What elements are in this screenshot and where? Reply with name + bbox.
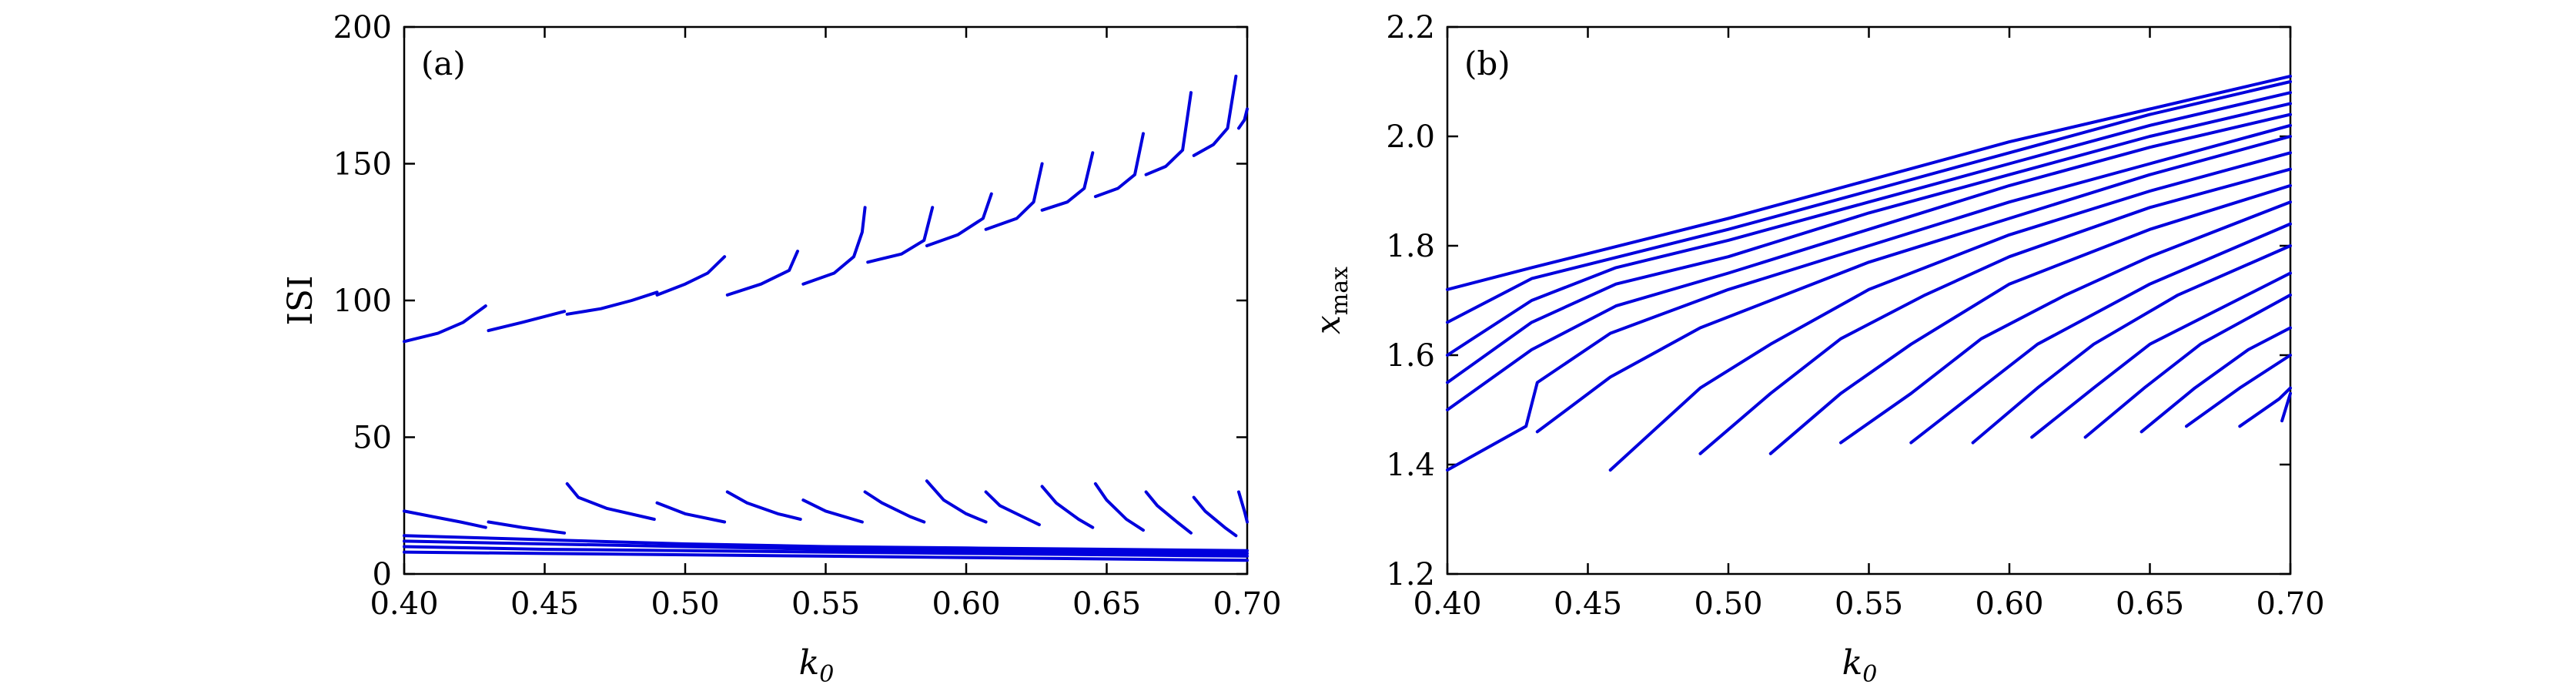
series-9-branch-1 xyxy=(1698,167,2292,455)
panel-b: 0.40 0.45 0.50 0.55 0.60 0.65 0.70 1.2 1.4 1.6 1.8… xyxy=(1309,10,2325,688)
series-12-branch-1 xyxy=(1909,222,2292,445)
y-tick-label: 1.8 xyxy=(1386,229,1435,264)
series-17-branch-1 xyxy=(2185,354,2292,428)
x-tick-label: 0.40 xyxy=(370,586,438,622)
series-1-branch-2 xyxy=(487,310,567,333)
series-3-branch-1 xyxy=(403,534,1249,552)
series-4-branch-1 xyxy=(1446,102,2292,384)
series-2-branch-5 xyxy=(725,490,802,521)
panel-label: (a) xyxy=(421,45,466,82)
series-1-branch-4 xyxy=(655,255,727,297)
series-2-branch-13 xyxy=(1192,495,1238,538)
series-13-branch-1 xyxy=(1971,244,2292,445)
series-4-branch-1 xyxy=(403,539,1249,555)
series-19-branch-1 xyxy=(2280,391,2292,423)
series-1-branch-1 xyxy=(403,304,487,344)
x-tick-label: 0.55 xyxy=(791,586,860,622)
x-tick-label: 0.65 xyxy=(2116,586,2184,622)
y-axis-label: ISI xyxy=(281,276,320,326)
y-tick-label: 50 xyxy=(353,421,392,456)
y-tick-label: 100 xyxy=(333,284,392,319)
series-1-branch-14 xyxy=(1237,107,1249,130)
series-2-branch-6 xyxy=(801,498,864,524)
series-2-branch-9 xyxy=(984,490,1041,527)
y-tick-label: 1.2 xyxy=(1386,557,1435,592)
series-1-branch-10 xyxy=(1040,151,1095,212)
series-2-branch-3 xyxy=(565,482,656,521)
x-tick-label: 0.70 xyxy=(1213,586,1281,622)
x-tick-label: 0.55 xyxy=(1835,586,1903,622)
y-tick-label: 2.2 xyxy=(1386,10,1435,45)
series-1-branch-6 xyxy=(801,206,867,286)
series-10-branch-1 xyxy=(1768,183,2292,455)
series-1-branch-5 xyxy=(725,250,799,297)
x-axis-label: k0 xyxy=(799,643,835,688)
series-1-branch-12 xyxy=(1144,91,1193,176)
series-1-branch-3 xyxy=(565,290,659,316)
series-2-branch-7 xyxy=(863,490,926,524)
x-tick-label: 0.45 xyxy=(1554,586,1622,622)
series-5-branch-1 xyxy=(1446,112,2292,411)
series-5-branch-1 xyxy=(403,545,1249,558)
y-tick-label: 2.0 xyxy=(1386,119,1435,155)
series-1-branch-9 xyxy=(984,162,1044,231)
y-tick-label: 1.6 xyxy=(1386,338,1435,374)
series-2-branch-14 xyxy=(1237,490,1249,524)
x-axis-label: k0 xyxy=(1842,643,1878,688)
series-2-branch-11 xyxy=(1093,482,1145,532)
y-tick-label: 0 xyxy=(373,557,392,592)
series-11-branch-1 xyxy=(1839,200,2292,445)
y-tick-label: 1.4 xyxy=(1386,448,1435,483)
series-2-branch-4 xyxy=(655,501,727,524)
y-tick-label: 200 xyxy=(333,10,392,45)
series-1-branch-11 xyxy=(1093,132,1145,199)
series-1-branch-8 xyxy=(925,192,993,247)
series-2-branch-1 xyxy=(403,509,487,529)
x-tick-label: 0.60 xyxy=(932,586,1000,622)
y-tick-label: 150 xyxy=(333,147,392,183)
series-6-branch-1 xyxy=(1446,123,2292,472)
x-tick-label: 0.65 xyxy=(1072,586,1141,622)
series-2-branch-2 xyxy=(487,520,567,535)
series-7-branch-1 xyxy=(1535,135,2292,434)
x-tick-label: 0.40 xyxy=(1413,586,1481,622)
x-tick-label: 0.70 xyxy=(2256,586,2324,622)
series-2-branch-10 xyxy=(1040,485,1095,529)
series-2-branch-12 xyxy=(1144,490,1193,535)
series-16-branch-1 xyxy=(2139,326,2292,434)
x-tick-label: 0.50 xyxy=(651,586,719,622)
plot-frame xyxy=(403,25,1249,576)
series-8-branch-1 xyxy=(1608,151,2292,472)
series-2-branch-8 xyxy=(925,479,988,524)
series-3-branch-1 xyxy=(1446,91,2292,357)
x-tick-label: 0.60 xyxy=(1975,586,2043,622)
series-6-branch-1 xyxy=(403,550,1249,562)
series-1-branch-1 xyxy=(1446,74,2292,291)
series-2-branch-1 xyxy=(1446,80,2292,324)
y-axis-label: xmax xyxy=(1309,267,1353,334)
panel-a: 0.40 0.45 0.50 0.55 0.60 0.65 0.70 0 50 100 150 200… xyxy=(281,10,1282,688)
series-18-branch-1 xyxy=(2238,386,2292,428)
plot-frame xyxy=(1446,25,2292,576)
panel-label: (b) xyxy=(1464,45,1510,82)
x-tick-label: 0.50 xyxy=(1694,586,1762,622)
series-1-branch-7 xyxy=(866,206,935,264)
series-14-branch-1 xyxy=(2030,271,2292,439)
series-1-branch-13 xyxy=(1192,74,1238,157)
x-tick-label: 0.45 xyxy=(510,586,579,622)
series-15-branch-1 xyxy=(2083,293,2292,439)
